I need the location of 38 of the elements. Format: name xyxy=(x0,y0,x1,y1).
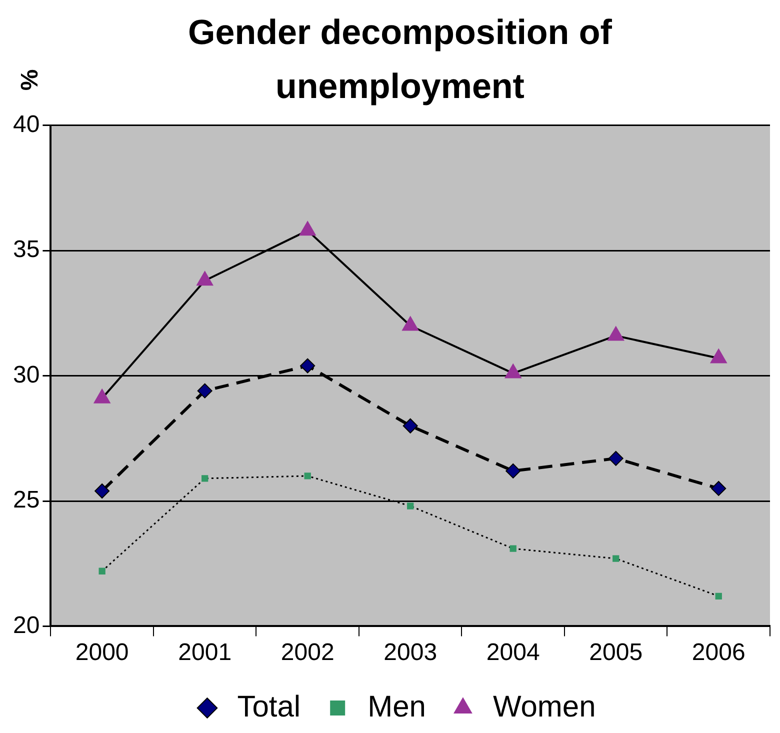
point xyxy=(94,483,110,498)
point xyxy=(304,472,311,480)
point xyxy=(196,271,214,286)
point xyxy=(608,326,624,341)
point xyxy=(710,348,727,364)
legend-label: Total xyxy=(237,690,301,724)
y-axis-title: % xyxy=(16,69,45,91)
point xyxy=(510,545,516,552)
point xyxy=(402,316,419,331)
point xyxy=(300,358,316,374)
point xyxy=(504,364,522,378)
point xyxy=(299,221,316,236)
point xyxy=(612,555,620,562)
point xyxy=(407,502,414,510)
legend-label: Women xyxy=(492,690,596,724)
x-tick-label: 2002 xyxy=(280,639,334,666)
y-tick-label: 20 xyxy=(12,612,40,639)
y-tick-label: 25 xyxy=(12,486,40,514)
x-tick-label: 2005 xyxy=(589,639,643,666)
y-tick-label: 35 xyxy=(12,236,40,264)
chart-title: Gender decomposition of unemployment xyxy=(187,12,613,108)
point xyxy=(402,418,418,434)
x-tick-label: 2006 xyxy=(692,639,746,666)
point xyxy=(202,475,208,482)
point xyxy=(94,388,110,404)
y-tick-label: 30 xyxy=(12,361,40,388)
y-tick-label: 40 xyxy=(12,111,40,138)
x-tick-label: 2001 xyxy=(178,639,232,666)
point xyxy=(197,383,212,398)
legend-label: Men xyxy=(368,690,426,724)
x-tick-label: 2003 xyxy=(384,639,438,666)
point xyxy=(506,463,521,478)
point xyxy=(715,592,722,600)
point xyxy=(711,480,726,496)
x-tick-label: 2004 xyxy=(486,639,540,666)
point xyxy=(608,450,624,466)
x-tick-label: 2000 xyxy=(75,639,129,666)
point xyxy=(98,568,106,574)
